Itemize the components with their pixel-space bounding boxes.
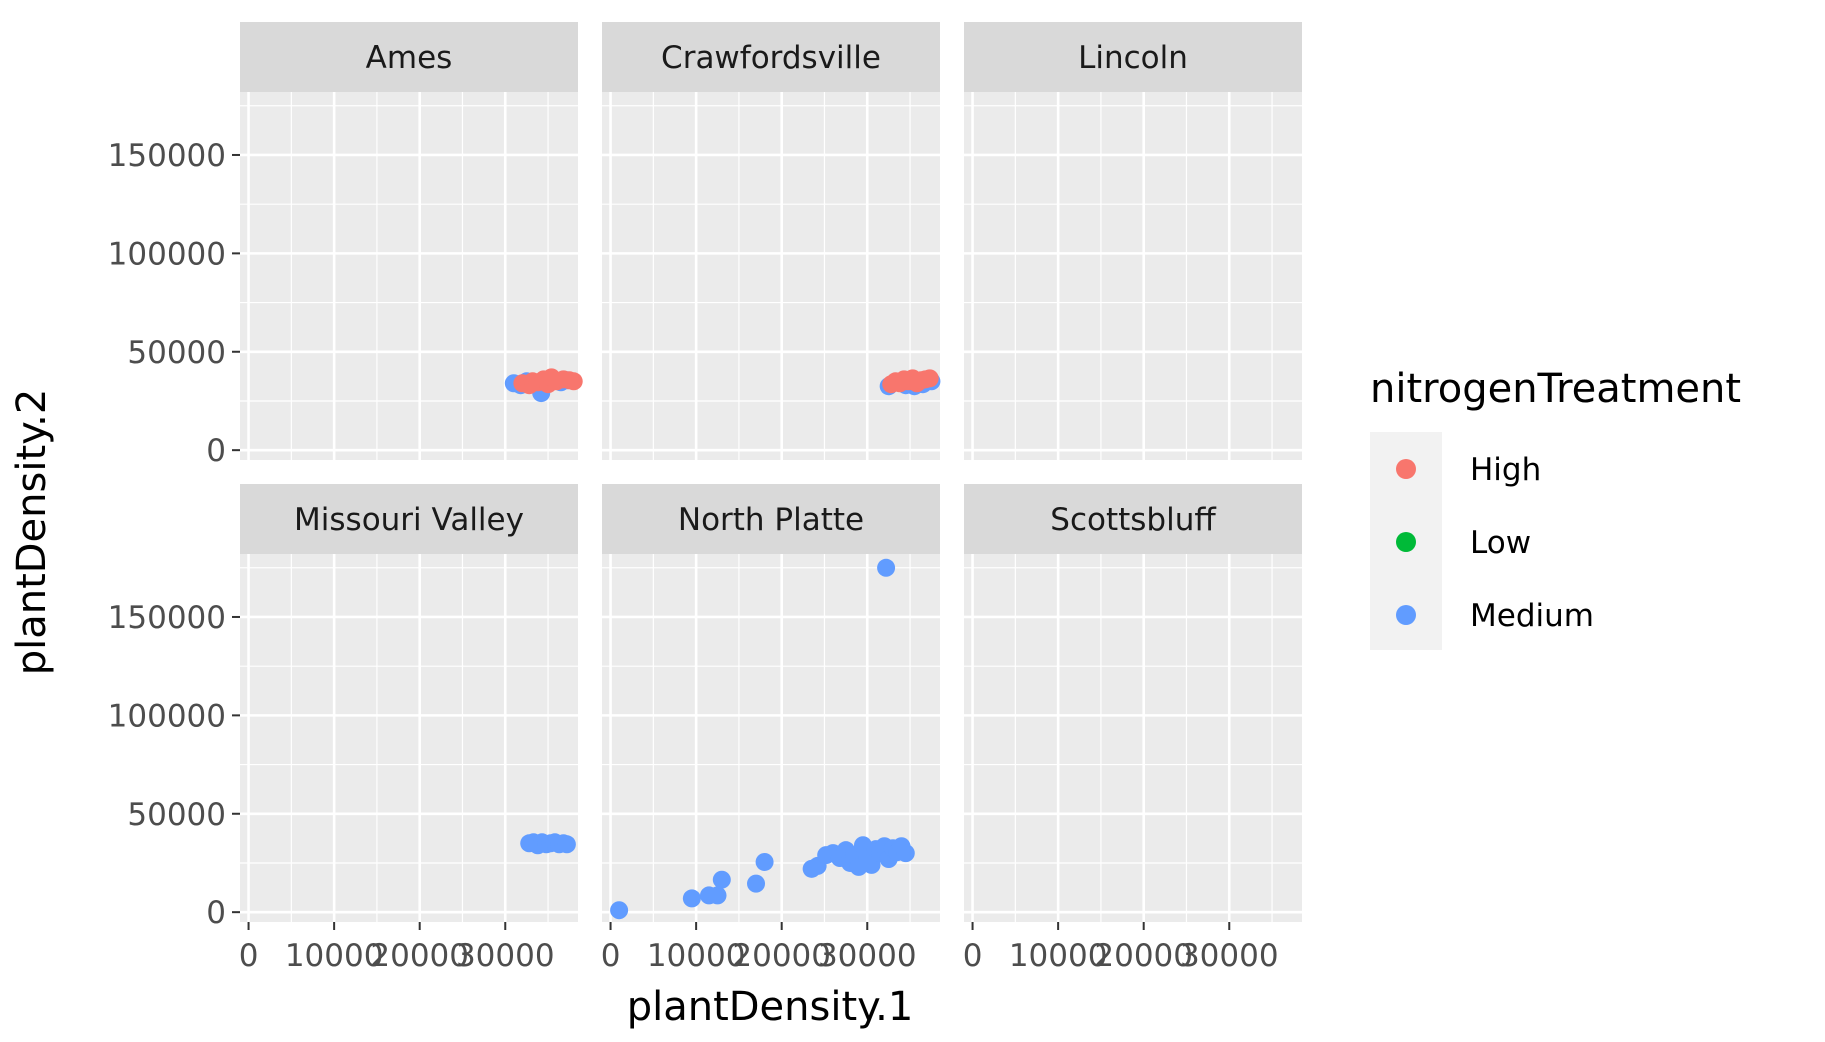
data-point [610,901,629,920]
data-point [747,874,766,893]
x-tick-label: 20000 [732,938,831,974]
x-tick-label: 30000 [818,938,917,974]
facet-strip-label: North Platte [678,502,864,538]
facet-strip [602,484,940,554]
y-tick-label: 0 [206,895,226,931]
x-tick-label: 30000 [1180,938,1279,974]
facet-strip [602,22,940,92]
y-tick-label: 150000 [108,600,226,636]
facet-panel: Crawfordsville [602,22,941,460]
data-point [564,372,583,391]
facet-strip [964,22,1302,92]
facet-strip-label: Lincoln [1078,40,1188,76]
x-tick-label: 0 [239,938,259,974]
facet-panels: Ames Crawfordsville Lincoln Missouri Valley… [240,22,1302,922]
panel-background [240,92,578,460]
y-tick-label: 100000 [108,236,226,272]
facet-strip [964,484,1302,554]
facet-panel: Missouri Valley [240,484,578,922]
legend-title: nitrogenTreatment [1370,366,1741,412]
panel-background [240,554,578,922]
y-tick-label: 50000 [127,335,226,371]
legend-label: Low [1470,525,1531,561]
legend-label: High [1470,452,1541,488]
data-point [755,852,774,871]
y-tick-label: 150000 [108,138,226,174]
y-tick-label: 0 [206,433,226,469]
legend: nitrogenTreatment High Low Medium [1370,366,1741,650]
panel-background [602,92,940,460]
facet-strip-label: Missouri Valley [294,502,524,538]
data-point [877,558,896,577]
x-tick-label: 10000 [1009,938,1108,974]
panel-background [964,92,1302,460]
facet-panel: Scottsbluff [964,484,1302,922]
facet-strip-label: Ames [366,40,453,76]
x-tick-label: 30000 [456,938,555,974]
data-point [557,835,576,854]
legend-entries: High Low Medium [1396,452,1594,634]
x-tick-label: 20000 [1094,938,1193,974]
x-tick-label: 10000 [647,938,746,974]
legend-label: Medium [1470,598,1594,634]
facet-panel: Ames [240,22,583,460]
data-point [682,889,701,908]
x-axis-title: plantDensity.1 [627,984,914,1030]
data-point [896,844,915,863]
y-tick-label: 100000 [108,698,226,734]
x-tick-label: 0 [963,938,983,974]
x-tick-label: 20000 [370,938,469,974]
facet-strip [240,484,578,554]
y-axis-title: plantDensity.2 [9,389,55,676]
data-point [712,870,731,889]
y-tick-label: 50000 [127,797,226,833]
x-tick-label: 10000 [285,938,384,974]
legend-key [1396,605,1416,625]
data-point [920,369,939,388]
panel-background [964,554,1302,922]
facet-panel: North Platte [602,484,940,922]
facet-strip [240,22,578,92]
legend-key [1396,459,1416,479]
data-point [708,886,727,905]
legend-key [1396,532,1416,552]
facet-panel: Lincoln [964,22,1302,460]
x-tick-label: 0 [601,938,621,974]
facet-strip-label: Crawfordsville [661,40,881,76]
facet-strip-label: Scottsbluff [1050,502,1216,538]
